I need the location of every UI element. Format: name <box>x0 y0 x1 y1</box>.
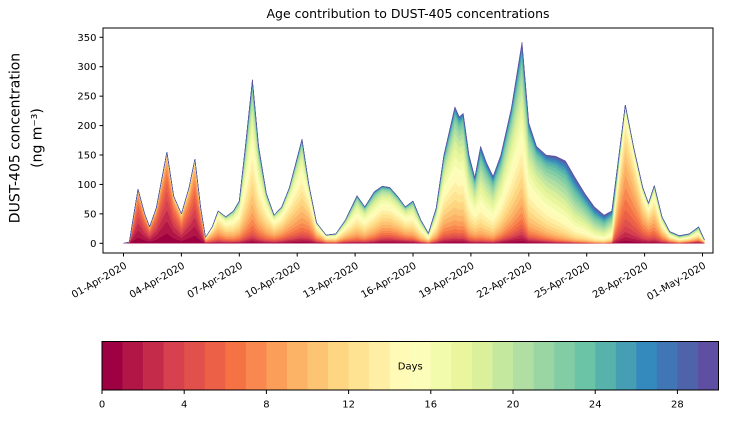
colorbar-segment-2 <box>143 341 164 390</box>
colorbar-segment-0 <box>102 341 123 390</box>
colorbar-segment-3 <box>163 341 185 390</box>
plot-border <box>102 27 714 254</box>
colorbar-tick-label: 12 <box>342 400 355 411</box>
colorbar-segment-8 <box>266 341 288 390</box>
colorbar-segment-14 <box>389 341 411 390</box>
colorbar-segment-20 <box>513 341 534 390</box>
colorbar-segment-12 <box>348 341 370 390</box>
colorbar-segment-24 <box>595 341 617 390</box>
y-tick-label: 150 <box>77 151 96 162</box>
colorbar-segment-1 <box>122 341 144 390</box>
colorbar-segment-17 <box>451 341 473 390</box>
colorbar-segment-4 <box>184 341 206 390</box>
colorbar-segment-27 <box>656 341 678 390</box>
y-tick-label: 350 <box>77 33 96 44</box>
colorbar-segment-15 <box>410 341 432 390</box>
y-tick-label: 50 <box>84 209 97 220</box>
y-tick-label: 250 <box>77 92 96 103</box>
colorbar-segment-22 <box>554 341 575 390</box>
colorbar-segment-23 <box>574 341 596 390</box>
colorbar-segment-19 <box>492 341 514 390</box>
axes <box>102 27 714 254</box>
x-tick-label: 04-Apr-2020 <box>128 261 187 301</box>
colorbar: 0 4 8 12 16 20 24 28 Days <box>99 341 719 411</box>
colorbar-tick-label: 16 <box>424 400 437 411</box>
colorbar-label: Days <box>398 361 423 372</box>
y-tick-label: 200 <box>77 121 96 132</box>
colorbar-segment-28 <box>677 341 699 390</box>
chart-title: Age contribution to DUST-405 concentrati… <box>266 6 550 21</box>
y-tick-label: 100 <box>77 180 96 191</box>
x-tick-label: 10-Apr-2020 <box>244 261 303 301</box>
colorbar-segment-5 <box>204 341 226 390</box>
colorbar-segment-21 <box>533 341 555 390</box>
colorbar-segment-10 <box>307 341 329 390</box>
x-axis: 01-Apr-202004-Apr-202007-Apr-202010-Apr-… <box>70 253 708 303</box>
x-tick-label: 01-Apr-2020 <box>70 261 129 301</box>
colorbar-tick-label: 24 <box>589 400 602 411</box>
x-tick-label: 07-Apr-2020 <box>186 261 245 301</box>
y-axis: 0 50 100 150 200 250 300 350 <box>77 33 103 250</box>
x-tick-label: 01-May-2020 <box>645 261 708 303</box>
colorbar-tick-label: 20 <box>507 400 520 411</box>
stacked-area-layers <box>123 41 705 244</box>
x-tick-label: 13-Apr-2020 <box>302 261 361 301</box>
x-tick-label: 28-Apr-2020 <box>591 261 650 301</box>
colorbar-tick-label: 0 <box>99 400 105 411</box>
x-tick-label: 25-Apr-2020 <box>533 261 592 301</box>
colorbar-tick-label: 28 <box>671 400 684 411</box>
x-tick-label: 22-Apr-2020 <box>475 261 534 301</box>
colorbar-segment-9 <box>286 341 308 390</box>
x-tick-label: 19-Apr-2020 <box>417 261 476 301</box>
y-tick-label: 300 <box>77 62 96 73</box>
colorbar-tick-label: 8 <box>263 400 269 411</box>
colorbar-tick-label: 4 <box>181 400 187 411</box>
age-layer-29 <box>123 41 705 244</box>
x-tick-label: 16-Apr-2020 <box>359 261 418 301</box>
colorbar-segment-16 <box>430 341 452 390</box>
colorbar-segment-13 <box>369 341 390 390</box>
colorbar-segment-11 <box>328 341 349 390</box>
colorbar-segment-25 <box>615 341 637 390</box>
colorbar-segment-6 <box>225 341 247 390</box>
y-tick-label: 0 <box>90 239 96 250</box>
colorbar-segment-29 <box>697 341 719 390</box>
colorbar-border <box>101 341 719 391</box>
colorbar-segment-18 <box>471 341 493 390</box>
colorbar-segment-7 <box>245 341 267 390</box>
colorbar-segment-26 <box>636 341 658 390</box>
